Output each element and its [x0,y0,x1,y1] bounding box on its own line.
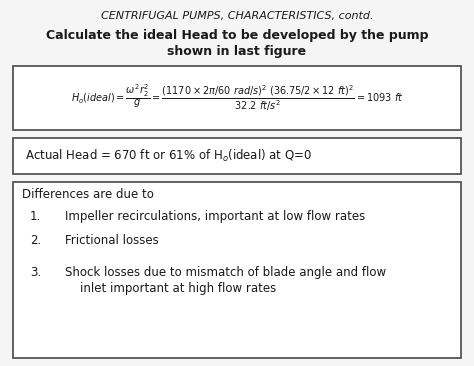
Text: Impeller recirculations, important at low flow rates: Impeller recirculations, important at lo… [65,210,365,223]
Text: CENTRIFUGAL PUMPS, CHARACTERISTICS, contd.: CENTRIFUGAL PUMPS, CHARACTERISTICS, cont… [101,11,373,21]
Text: $H_o(ideal) = \dfrac{\omega^2 r_2^2}{g} = \dfrac{(1170\times2\pi/60\ rad/s)^2\ (: $H_o(ideal) = \dfrac{\omega^2 r_2^2}{g} … [71,83,403,113]
Text: 1.: 1. [30,210,41,223]
FancyBboxPatch shape [13,138,461,174]
FancyBboxPatch shape [13,66,461,130]
Text: 2.: 2. [30,234,41,247]
Text: Frictional losses: Frictional losses [65,234,159,247]
FancyBboxPatch shape [13,182,461,358]
Text: Shock losses due to mismatch of blade angle and flow
    inlet important at high: Shock losses due to mismatch of blade an… [65,266,386,295]
Text: 3.: 3. [30,266,41,279]
Text: Differences are due to: Differences are due to [22,188,154,201]
Text: Actual Head = 670 ft or 61% of H$_o$(ideal) at Q=0: Actual Head = 670 ft or 61% of H$_o$(ide… [25,148,312,164]
Text: Calculate the ideal Head to be developed by the pump
shown in last figure: Calculate the ideal Head to be developed… [46,29,428,59]
